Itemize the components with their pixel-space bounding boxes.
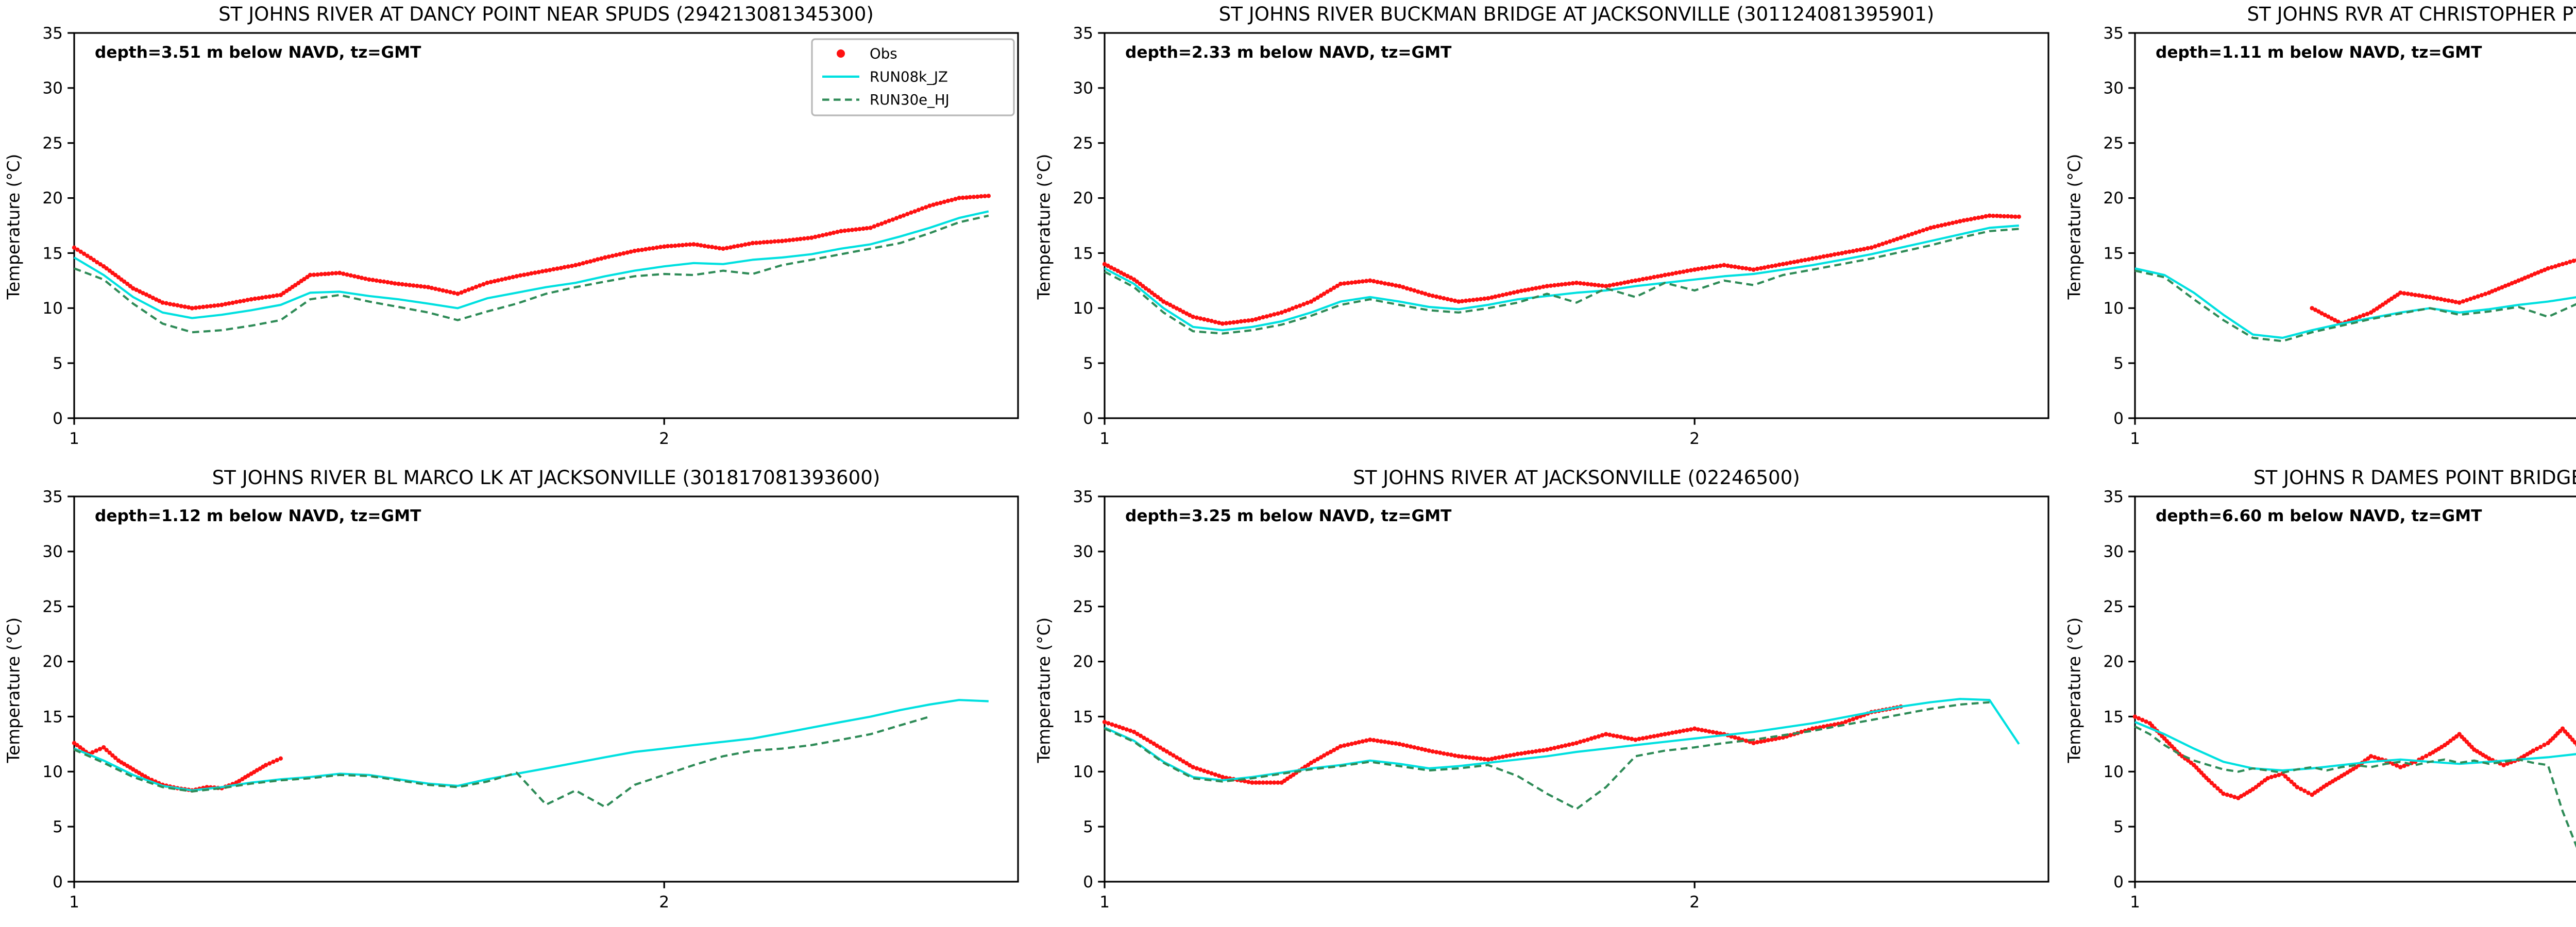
- svg-text:25: 25: [42, 134, 63, 152]
- svg-text:35: 35: [42, 488, 63, 506]
- svg-text:2: 2: [1689, 430, 1700, 448]
- svg-text:25: 25: [2103, 134, 2124, 152]
- svg-text:1: 1: [1099, 893, 1110, 912]
- svg-text:30: 30: [2103, 79, 2124, 98]
- svg-text:0: 0: [2113, 409, 2124, 428]
- svg-text:30: 30: [1073, 79, 1093, 98]
- svg-text:20: 20: [42, 189, 63, 208]
- svg-text:10: 10: [1073, 299, 1093, 318]
- chart-title: ST JOHNS RVR AT CHRISTOPHER PT NR JACKSO…: [2247, 4, 2576, 27]
- svg-text:Obs: Obs: [870, 45, 897, 62]
- svg-text:30: 30: [1073, 543, 1093, 561]
- depth-annotation: depth=2.33 m below NAVD, tz=GMT: [1125, 43, 1452, 62]
- svg-text:5: 5: [53, 354, 63, 373]
- svg-text:1: 1: [69, 893, 79, 912]
- svg-text:15: 15: [42, 708, 63, 726]
- svg-text:10: 10: [1073, 763, 1093, 781]
- plot-area: 0 5 10 15 20 25 30 35 1 2: [1073, 24, 2049, 448]
- chart-title: ST JOHNS RIVER BL MARCO LK AT JACKSONVIL…: [212, 468, 880, 490]
- svg-text:0: 0: [2113, 873, 2124, 891]
- plot-area: 0 5 10 15 20 25 30 35 1 2 Obs RUN08k_JZ RUN30e_HJ: [42, 24, 1019, 448]
- svg-text:5: 5: [2113, 354, 2124, 373]
- chart-christopher-pt: ST JOHNS RVR AT CHRISTOPHER PT NR JACKSO…: [2061, 0, 2576, 464]
- chart-title: ST JOHNS RIVER AT DANCY POINT NEAR SPUDS…: [218, 4, 874, 27]
- depth-annotation: depth=1.12 m below NAVD, tz=GMT: [95, 507, 421, 525]
- svg-text:20: 20: [2103, 653, 2124, 671]
- svg-text:1: 1: [2130, 430, 2140, 448]
- svg-text:35: 35: [42, 24, 63, 43]
- svg-text:2: 2: [659, 430, 669, 448]
- svg-text:35: 35: [2103, 488, 2124, 506]
- depth-annotation: depth=3.25 m below NAVD, tz=GMT: [1125, 507, 1452, 525]
- svg-text:5: 5: [53, 818, 63, 836]
- svg-text:15: 15: [2103, 708, 2124, 726]
- svg-text:25: 25: [2103, 597, 2124, 616]
- svg-text:25: 25: [1073, 597, 1093, 616]
- svg-text:20: 20: [1073, 653, 1093, 671]
- svg-text:20: 20: [2103, 189, 2124, 208]
- svg-text:1: 1: [2130, 893, 2140, 912]
- svg-text:0: 0: [1083, 409, 1093, 428]
- svg-text:20: 20: [42, 653, 63, 671]
- svg-text:30: 30: [42, 543, 63, 561]
- svg-text:0: 0: [53, 409, 63, 428]
- chart-dames-point: ST JOHNS R DAMES POINT BRIDGE AT JACKSON…: [2061, 464, 2576, 927]
- plot-area: 0 5 10 15 20 25 30 35 1 2: [1073, 488, 2049, 912]
- svg-text:RUN30e_HJ: RUN30e_HJ: [870, 91, 950, 108]
- svg-text:25: 25: [1073, 134, 1093, 152]
- svg-text:RUN08k_JZ: RUN08k_JZ: [870, 68, 948, 85]
- svg-text:20: 20: [1073, 189, 1093, 208]
- svg-text:10: 10: [2103, 299, 2124, 318]
- svg-text:30: 30: [42, 79, 63, 98]
- depth-annotation: depth=3.51 m below NAVD, tz=GMT: [95, 43, 421, 62]
- svg-text:10: 10: [42, 763, 63, 781]
- chart-title: ST JOHNS RIVER AT JACKSONVILLE (02246500…: [1353, 468, 1800, 490]
- svg-text:15: 15: [42, 244, 63, 263]
- svg-text:15: 15: [2103, 244, 2124, 263]
- chart-jacksonville: ST JOHNS RIVER AT JACKSONVILLE (02246500…: [1030, 464, 2061, 927]
- svg-text:10: 10: [2103, 763, 2124, 781]
- svg-text:2: 2: [659, 893, 669, 912]
- svg-text:15: 15: [1073, 708, 1093, 726]
- svg-text:2: 2: [1689, 893, 1700, 912]
- svg-text:35: 35: [2103, 24, 2124, 43]
- svg-text:5: 5: [1083, 818, 1093, 836]
- chart-title: ST JOHNS R DAMES POINT BRIDGE AT JACKSON…: [2253, 468, 2576, 490]
- svg-text:10: 10: [42, 299, 63, 318]
- chart-dancy-point: ST JOHNS RIVER AT DANCY POINT NEAR SPUDS…: [0, 0, 1030, 464]
- svg-text:0: 0: [1083, 873, 1093, 891]
- chart-bl-marco-lk: ST JOHNS RIVER BL MARCO LK AT JACKSONVIL…: [0, 464, 1030, 927]
- plot-area: 0 5 10 15 20 25 30 35 1 2: [42, 488, 1019, 912]
- chart-title: ST JOHNS RIVER BUCKMAN BRIDGE AT JACKSON…: [1218, 4, 1935, 27]
- svg-text:0: 0: [53, 873, 63, 891]
- svg-text:25: 25: [42, 597, 63, 616]
- svg-text:1: 1: [69, 430, 79, 448]
- svg-text:5: 5: [1083, 354, 1093, 373]
- svg-text:30: 30: [2103, 543, 2124, 561]
- depth-annotation: depth=6.60 m below NAVD, tz=GMT: [2156, 507, 2482, 525]
- depth-annotation: depth=1.11 m below NAVD, tz=GMT: [2156, 43, 2482, 62]
- svg-text:35: 35: [1073, 488, 1093, 506]
- chart-buckman-bridge: ST JOHNS RIVER BUCKMAN BRIDGE AT JACKSON…: [1030, 0, 2061, 464]
- svg-text:15: 15: [1073, 244, 1093, 263]
- svg-text:35: 35: [1073, 24, 1093, 43]
- svg-text:5: 5: [2113, 818, 2124, 836]
- svg-text:1: 1: [1099, 430, 1110, 448]
